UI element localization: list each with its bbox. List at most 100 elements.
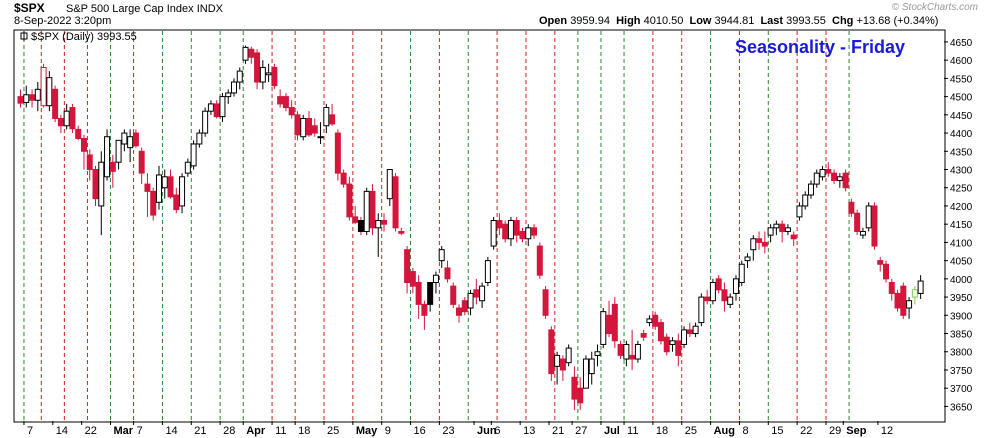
candle — [819, 165, 826, 181]
candle — [917, 275, 924, 299]
ticker-symbol: $SPX — [14, 1, 45, 15]
candle-body — [802, 194, 809, 207]
candle-body — [196, 132, 203, 145]
candle — [415, 275, 422, 319]
candle — [802, 191, 809, 210]
candle-body — [144, 183, 151, 192]
candle — [634, 340, 641, 363]
candle-body — [254, 52, 261, 83]
x-tick-label: 18 — [656, 425, 668, 437]
candle — [40, 63, 47, 108]
candle — [467, 289, 474, 316]
candle — [507, 216, 514, 247]
candle-body — [819, 169, 826, 178]
candle — [121, 129, 128, 152]
candle — [259, 60, 266, 90]
candle-body — [386, 169, 393, 200]
candle — [565, 344, 572, 367]
candle-body — [646, 318, 653, 324]
candle-body — [259, 66, 266, 83]
x-tick-label: 12 — [881, 425, 893, 437]
candle — [271, 63, 278, 90]
candle — [404, 246, 411, 294]
candle — [104, 129, 111, 181]
candle — [519, 227, 526, 243]
candle — [784, 224, 791, 236]
x-tick-label: 7 — [27, 425, 33, 437]
candle-body — [427, 281, 434, 305]
candle-body — [282, 96, 289, 109]
y-tick-label: 4650 — [950, 38, 973, 49]
candle-body — [184, 161, 191, 174]
candle-body — [277, 96, 284, 105]
candle-body — [248, 48, 255, 58]
candle-body — [115, 139, 122, 163]
candle-body — [311, 125, 318, 134]
candle-body — [796, 205, 803, 218]
candle-body — [842, 172, 849, 189]
low-value: 3944.81 — [714, 15, 755, 27]
candle — [230, 78, 237, 97]
x-tick-label: 18 — [298, 425, 310, 437]
candle — [288, 100, 295, 119]
candle-body — [329, 114, 336, 125]
candle-body — [340, 172, 347, 185]
candle-body — [525, 227, 532, 240]
candle-body — [23, 94, 30, 103]
candle-body — [877, 260, 884, 265]
candle — [761, 231, 768, 254]
candle-body — [634, 343, 641, 360]
candle-body — [69, 107, 76, 130]
candle — [790, 231, 797, 247]
candle-body — [132, 132, 139, 147]
candle — [409, 267, 416, 294]
candle-body — [865, 205, 872, 229]
candle — [421, 300, 428, 330]
x-tick-label: 6 — [494, 425, 500, 437]
candle — [582, 355, 589, 389]
candles — [17, 45, 924, 411]
y-tick-label: 4550 — [950, 74, 973, 85]
candle — [438, 246, 445, 268]
candle — [704, 289, 711, 305]
candle — [894, 289, 901, 312]
candle — [155, 165, 162, 210]
candle — [484, 256, 491, 287]
y-tick-label: 4150 — [950, 220, 973, 231]
candle-body — [29, 94, 36, 101]
candle-body — [225, 92, 232, 98]
last-label: Last — [760, 15, 784, 27]
candle-body — [381, 220, 388, 225]
candle-body — [450, 285, 457, 305]
candle — [17, 89, 24, 108]
candle-body — [721, 289, 728, 302]
candle-body — [213, 103, 220, 118]
candle — [427, 281, 434, 312]
candle — [363, 187, 370, 236]
last-value: 3993.55 — [786, 15, 826, 27]
candle — [277, 89, 284, 108]
candle — [559, 355, 566, 381]
x-tick-label: Jun — [477, 425, 497, 437]
candle — [681, 326, 688, 349]
candle — [144, 173, 151, 217]
candle — [554, 351, 561, 385]
x-tick-label: Jul — [604, 425, 620, 437]
x-tick-label: 23 — [442, 425, 454, 437]
candle — [536, 242, 543, 279]
candle — [859, 227, 866, 239]
candle — [75, 125, 82, 141]
candle-body — [582, 358, 589, 389]
candle-body — [554, 354, 561, 367]
candle-body — [207, 103, 214, 112]
candle-body — [906, 300, 913, 309]
candle — [254, 49, 261, 90]
candle — [836, 173, 843, 188]
candle — [675, 333, 682, 367]
candle — [657, 318, 664, 345]
candle-body — [848, 201, 855, 214]
candle — [98, 151, 105, 236]
candle-body — [242, 46, 249, 61]
candle — [127, 129, 134, 163]
candle-body — [104, 136, 111, 178]
